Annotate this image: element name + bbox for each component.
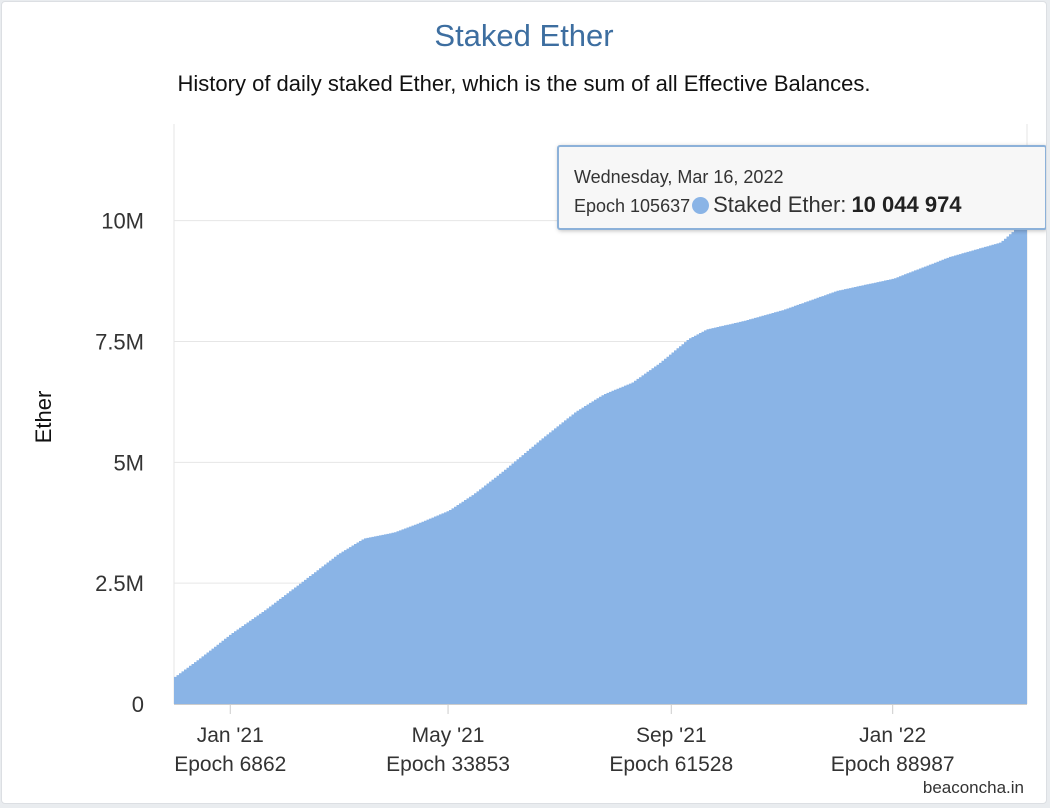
tooltip-date: Wednesday, Mar 16, 2022: [574, 167, 784, 187]
data-point[interactable]: [501, 467, 507, 473]
y-tick-label: 10M: [101, 209, 144, 234]
series-area-group[interactable]: [171, 215, 1030, 704]
data-point[interactable]: [572, 409, 578, 415]
y-tick-label: 7.5M: [95, 330, 144, 355]
x-tick-epoch-label: Epoch 88987: [831, 753, 955, 776]
data-point[interactable]: [685, 336, 691, 342]
data-point[interactable]: [416, 520, 422, 526]
data-point[interactable]: [997, 239, 1003, 245]
x-tick-epoch-label: Epoch 61528: [609, 753, 733, 776]
tooltip: Wednesday, Mar 16, 2022 Epoch 105637 Stak…: [557, 145, 1046, 230]
x-tick-epoch-label: Epoch 6862: [174, 753, 286, 776]
data-point[interactable]: [656, 360, 662, 366]
tooltip-line: Epoch 105637 Staked Ether: 10 044 974: [574, 192, 962, 218]
data-point[interactable]: [779, 307, 785, 313]
data-point[interactable]: [628, 380, 634, 386]
staked-ether-area[interactable]: [174, 218, 1027, 704]
data-point[interactable]: [445, 508, 451, 514]
y-tick-label: 0: [132, 692, 144, 717]
data-point[interactable]: [833, 288, 839, 294]
data-point[interactable]: [262, 607, 268, 613]
data-point[interactable]: [227, 631, 233, 637]
x-tick-label: Jan '22: [859, 724, 926, 747]
x-tick-epoch-label: Epoch 33853: [386, 753, 510, 776]
axes: 0 2.5M 5M 7.5M 10M Jan '21 Epoch 6862 May '21 Ep…: [95, 209, 1027, 776]
data-point[interactable]: [196, 655, 202, 661]
data-point[interactable]: [391, 529, 397, 535]
data-point[interactable]: [946, 254, 952, 260]
x-tick-label: Jan '21: [197, 724, 264, 747]
data-point[interactable]: [890, 276, 896, 282]
chart-subtitle: History of daily staked Ether, which is …: [177, 71, 871, 96]
tooltip-epoch: Epoch 105637: [574, 196, 691, 216]
y-tick-label: 2.5M: [95, 571, 144, 596]
data-point[interactable]: [703, 326, 709, 332]
chart-title: Staked Ether: [434, 18, 614, 53]
data-point[interactable]: [300, 578, 306, 584]
series-dot-icon: [692, 197, 710, 214]
data-point[interactable]: [470, 491, 476, 497]
x-tick-label: May '21: [412, 724, 485, 747]
data-point[interactable]: [739, 318, 745, 324]
data-point[interactable]: [360, 536, 366, 542]
tooltip-series-label: Staked Ether:: [713, 192, 847, 217]
data-point[interactable]: [334, 551, 340, 557]
credits-link[interactable]: beaconcha.in: [922, 778, 1024, 797]
y-tick-label: 5M: [113, 450, 144, 475]
x-tick-label: Sep '21: [636, 724, 707, 747]
data-point[interactable]: [599, 392, 605, 398]
data-point[interactable]: [536, 438, 542, 444]
tooltip-value: 10 044 974: [851, 192, 962, 217]
data-point[interactable]: [171, 674, 177, 680]
